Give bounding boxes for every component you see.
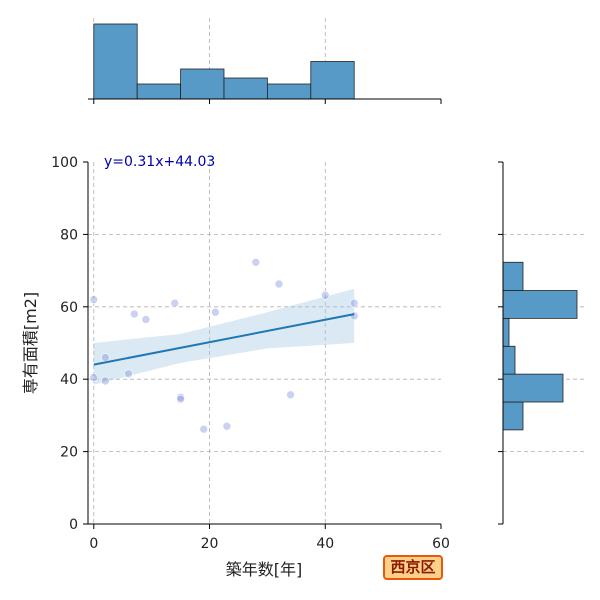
scatter-point (199, 424, 209, 434)
axes (83, 161, 442, 529)
scatter-point (222, 421, 232, 431)
scatter-point (170, 298, 180, 308)
regression-line-group (93, 313, 355, 366)
scatter-point (211, 307, 220, 317)
scatter-point (141, 315, 151, 324)
top-hist-bar (180, 68, 225, 100)
y-axis-label: 専有面積[m2] (21, 292, 40, 394)
scatter-points (89, 257, 359, 434)
right-hist-bar (502, 373, 564, 403)
grid-lines (88, 162, 441, 524)
y-tick-label: 40 (60, 372, 78, 388)
x-tick-label: 0 (89, 536, 98, 552)
regression-equation: y=0.31x+44.03 (104, 154, 215, 170)
x-tick-label: 40 (316, 536, 334, 552)
y-tick-label: 80 (60, 227, 78, 243)
tick-labels: 0 20 40 60 0 20 40 60 80 100 (51, 155, 450, 552)
right-hist-bar (502, 261, 524, 291)
top-hist-bar (266, 83, 312, 100)
scatter-point (101, 376, 110, 386)
right-histogram (498, 161, 585, 525)
scatter-point (89, 295, 99, 304)
scatter-point (251, 257, 261, 267)
confidence-band (93, 288, 355, 385)
y-tick-label: 60 (60, 300, 78, 316)
scatter-point (129, 309, 139, 319)
x-tick-label: 20 (201, 536, 219, 552)
scatter-point (349, 311, 359, 321)
scatter-point (349, 298, 359, 308)
regression-line (93, 313, 355, 366)
y-tick-label: 20 (60, 445, 78, 461)
x-tick-label: 60 (432, 536, 450, 552)
scatter-point (176, 392, 185, 402)
scatter-point (286, 390, 295, 400)
scatter-point (124, 369, 133, 379)
scatter-point (176, 394, 185, 404)
scatter-point (101, 353, 110, 362)
x-axis-label: 築年数[年] (226, 560, 303, 579)
y-tick-label: 0 (69, 517, 78, 533)
right-hist-bar (502, 290, 578, 319)
scatter-point (274, 279, 284, 289)
main-scatter-plot: 0 20 40 60 0 20 40 60 80 100 (51, 155, 450, 552)
right-hist-bar (502, 345, 516, 375)
top-hist-bar (310, 61, 355, 100)
top-hist-bar (136, 83, 181, 100)
right-hist-bar (502, 401, 524, 431)
top-hist-bar (223, 77, 268, 100)
top-histogram (88, 18, 442, 104)
ward-badge: 西京区 (383, 555, 443, 580)
right-hist-bar (502, 317, 510, 347)
top-hist-bar (93, 23, 138, 100)
y-tick-label: 100 (51, 155, 78, 171)
confidence-band-group (93, 288, 355, 385)
scatter-point (89, 373, 99, 382)
scatter-point (320, 290, 330, 300)
